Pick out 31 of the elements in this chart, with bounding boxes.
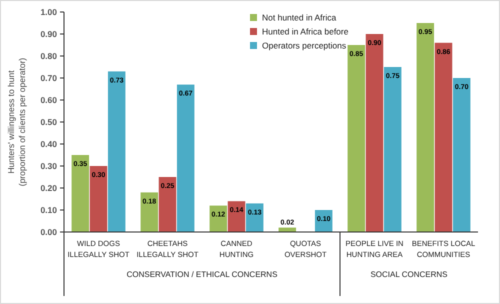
y-tick-label: 0.60 — [40, 94, 58, 105]
y-tick-label: 0.00 — [40, 226, 58, 237]
legend-label: Not hunted in Africa — [262, 12, 336, 22]
bar — [278, 228, 296, 232]
bar — [210, 206, 228, 232]
bar — [434, 42, 452, 232]
y-tick-label: 0.90 — [40, 28, 58, 39]
bar — [452, 78, 470, 232]
y-tick-label: 0.20 — [40, 182, 58, 193]
text: CONSERVATION / ETHICAL CONCERNS — [126, 270, 278, 279]
y-tick-label: 0.40 — [40, 138, 58, 149]
y-axis-title: Hunters' willingness to hunt (proportion of clients per operator) — [6, 58, 27, 186]
text: SOCIAL CONCERNS — [370, 270, 448, 279]
y-tick-label: 0.70 — [40, 72, 58, 83]
bar — [348, 45, 366, 232]
y-tick-label: 0.50 — [40, 116, 58, 127]
bar — [416, 23, 434, 232]
bar — [140, 192, 158, 232]
bar — [72, 155, 90, 232]
y-tick-label: 0.30 — [40, 160, 58, 171]
legend-label: Hunted in Africa before — [262, 26, 349, 36]
bar — [384, 67, 402, 232]
bar — [158, 177, 176, 232]
legend-label: Operators perceptions — [262, 40, 346, 50]
bar — [108, 71, 126, 232]
bar — [366, 34, 384, 232]
y-tick-label: 0.80 — [40, 50, 58, 61]
bar — [90, 166, 108, 232]
y-tick-label: 1.00 — [40, 6, 58, 17]
y-tick-label: 0.10 — [40, 204, 58, 215]
bar — [176, 84, 194, 232]
